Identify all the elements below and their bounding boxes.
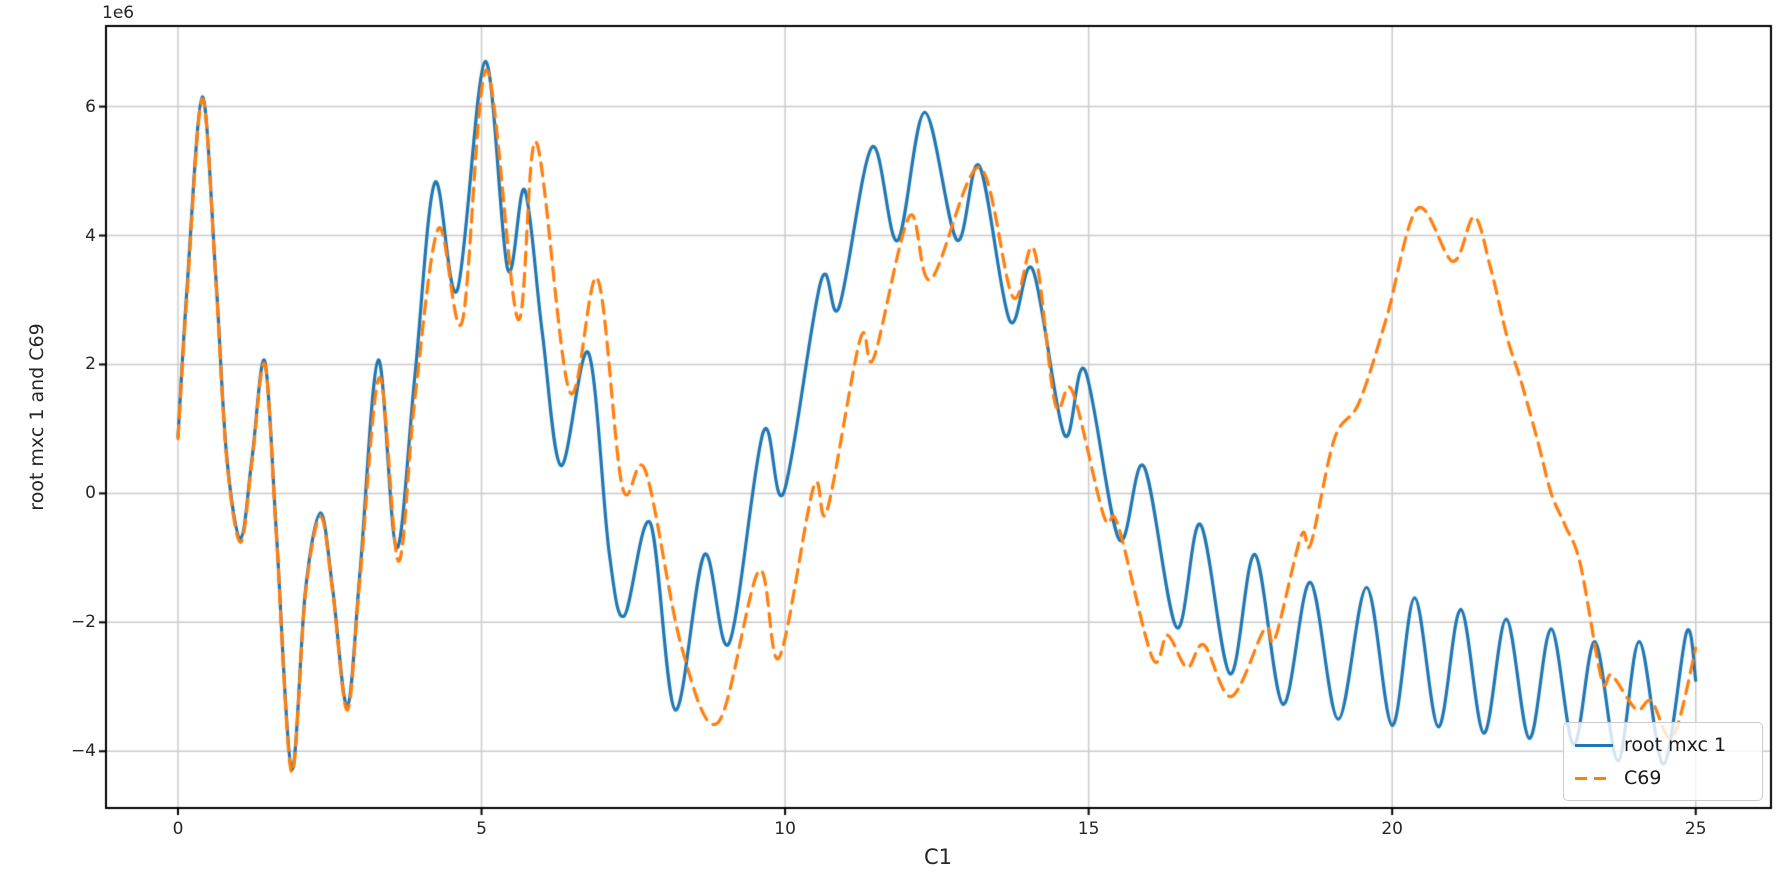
x-tick-label: 15 <box>1077 819 1100 839</box>
y-axis-label: root mxc 1 and C69 <box>26 323 48 511</box>
x-tick-label: 5 <box>476 819 487 839</box>
legend-line-dashed-icon <box>1575 776 1613 780</box>
y-tick-label: 0 <box>85 483 96 504</box>
y-tick-label: 6 <box>85 96 96 117</box>
x-axis-label: C1 <box>923 845 953 869</box>
x-tick-label: 25 <box>1684 819 1707 839</box>
legend-label: C69 <box>1624 767 1662 789</box>
x-tick-label: 0 <box>172 819 184 839</box>
legend: root mxc 1 C69 <box>1563 722 1763 801</box>
x-tick-label: 10 <box>774 819 796 839</box>
y-tick-label: 2 <box>85 354 96 375</box>
x-tick-label: 20 <box>1381 819 1403 839</box>
y-tick-label: −4 <box>70 741 96 762</box>
y-tick-label: 4 <box>85 225 96 246</box>
axis-offset-text: 1e6 <box>102 3 135 23</box>
legend-item: root mxc 1 <box>1575 732 1752 758</box>
legend-line-solid-icon <box>1575 743 1613 747</box>
y-tick-label: −2 <box>70 612 96 633</box>
legend-label: root mxc 1 <box>1624 734 1727 756</box>
legend-item: C69 <box>1575 765 1752 791</box>
